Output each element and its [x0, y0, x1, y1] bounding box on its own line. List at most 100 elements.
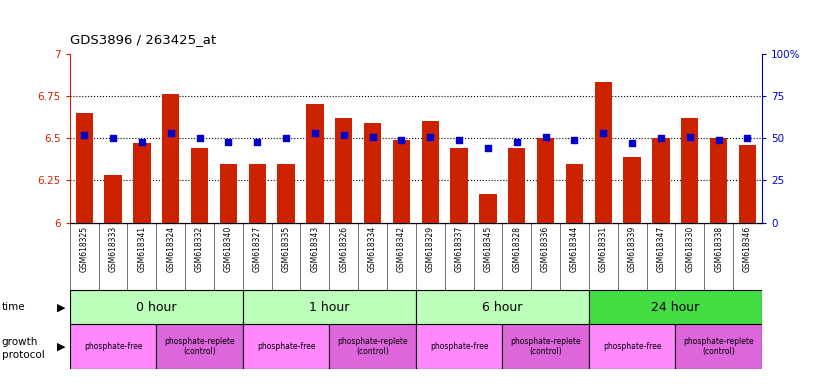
Point	[279, 135, 292, 141]
Bar	[335, 118, 352, 223]
Point	[597, 130, 610, 136]
Text: 0 hour: 0 hour	[136, 301, 177, 314]
Point	[452, 137, 466, 143]
Bar	[249, 164, 266, 223]
Bar	[277, 164, 295, 223]
FancyBboxPatch shape	[416, 290, 589, 324]
Text: phosphate-free: phosphate-free	[430, 342, 488, 351]
Text: GSM618334: GSM618334	[368, 226, 377, 272]
Text: GSM618345: GSM618345	[484, 226, 493, 272]
Point	[683, 134, 696, 140]
Bar	[76, 113, 93, 223]
Bar	[104, 175, 122, 223]
Point	[481, 145, 494, 151]
Point	[366, 134, 379, 140]
Bar	[392, 140, 410, 223]
Bar	[220, 164, 237, 223]
Text: GSM618337: GSM618337	[455, 226, 464, 272]
FancyBboxPatch shape	[156, 324, 243, 369]
Bar	[653, 138, 670, 223]
Bar	[191, 148, 209, 223]
FancyBboxPatch shape	[589, 290, 762, 324]
Text: phosphate-replete
(control): phosphate-replete (control)	[683, 337, 754, 356]
Bar	[739, 145, 756, 223]
Bar	[162, 94, 179, 223]
FancyBboxPatch shape	[70, 290, 243, 324]
Text: GSM618329: GSM618329	[426, 226, 435, 272]
Point	[626, 140, 639, 146]
Text: 24 hour: 24 hour	[651, 301, 699, 314]
Bar	[364, 123, 381, 223]
Point	[107, 135, 120, 141]
Text: ▶: ▶	[57, 302, 66, 312]
Bar	[710, 138, 727, 223]
Text: phosphate-free: phosphate-free	[84, 342, 142, 351]
Point	[193, 135, 206, 141]
Text: GSM618341: GSM618341	[137, 226, 146, 272]
Text: GSM618336: GSM618336	[541, 226, 550, 272]
Text: GSM618340: GSM618340	[224, 226, 233, 272]
Bar	[594, 83, 612, 223]
Bar	[537, 138, 554, 223]
Point	[250, 139, 264, 145]
Point	[741, 135, 754, 141]
Text: GSM618347: GSM618347	[657, 226, 666, 272]
Text: phosphate-replete
(control): phosphate-replete (control)	[337, 337, 408, 356]
FancyBboxPatch shape	[70, 324, 156, 369]
Text: growth: growth	[2, 337, 38, 347]
Text: GSM618328: GSM618328	[512, 226, 521, 272]
FancyBboxPatch shape	[502, 324, 589, 369]
Point	[424, 134, 437, 140]
Bar	[133, 143, 150, 223]
Point	[712, 137, 725, 143]
Bar	[566, 164, 583, 223]
FancyBboxPatch shape	[243, 324, 329, 369]
Bar	[623, 157, 640, 223]
Bar	[422, 121, 439, 223]
Text: GDS3896 / 263425_at: GDS3896 / 263425_at	[70, 33, 216, 46]
Text: GSM618339: GSM618339	[627, 226, 636, 272]
Text: GSM618332: GSM618332	[195, 226, 204, 272]
Point	[510, 139, 523, 145]
Text: GSM618343: GSM618343	[310, 226, 319, 272]
Bar	[306, 104, 323, 223]
Point	[135, 139, 149, 145]
Text: GSM618327: GSM618327	[253, 226, 262, 272]
Text: ■: ■	[74, 383, 85, 384]
Text: 1 hour: 1 hour	[310, 301, 350, 314]
Point	[395, 137, 408, 143]
Point	[337, 132, 351, 138]
Point	[78, 132, 91, 138]
Bar	[451, 148, 468, 223]
Text: phosphate-free: phosphate-free	[257, 342, 315, 351]
Text: time: time	[2, 302, 25, 312]
FancyBboxPatch shape	[676, 324, 762, 369]
Text: GSM618338: GSM618338	[714, 226, 723, 272]
Text: GSM618330: GSM618330	[686, 226, 695, 272]
Bar	[681, 118, 699, 223]
Text: GSM618344: GSM618344	[570, 226, 579, 272]
Bar	[508, 148, 525, 223]
Text: 6 hour: 6 hour	[482, 301, 522, 314]
Text: GSM618335: GSM618335	[282, 226, 291, 272]
Text: ▶: ▶	[57, 341, 66, 352]
Text: GSM618331: GSM618331	[599, 226, 608, 272]
Bar	[479, 194, 497, 223]
Text: phosphate-free: phosphate-free	[603, 342, 662, 351]
Point	[539, 134, 553, 140]
Text: phosphate-replete
(control): phosphate-replete (control)	[511, 337, 581, 356]
Point	[654, 135, 667, 141]
Text: GSM618325: GSM618325	[80, 226, 89, 272]
Text: phosphate-replete
(control): phosphate-replete (control)	[164, 337, 235, 356]
Point	[309, 130, 322, 136]
Point	[568, 137, 581, 143]
Text: GSM618326: GSM618326	[339, 226, 348, 272]
Point	[164, 130, 177, 136]
Text: GSM618342: GSM618342	[397, 226, 406, 272]
Text: GSM618346: GSM618346	[743, 226, 752, 272]
FancyBboxPatch shape	[329, 324, 416, 369]
FancyBboxPatch shape	[243, 290, 416, 324]
Text: GSM618333: GSM618333	[108, 226, 117, 272]
Text: protocol: protocol	[2, 350, 44, 361]
Text: GSM618324: GSM618324	[166, 226, 175, 272]
